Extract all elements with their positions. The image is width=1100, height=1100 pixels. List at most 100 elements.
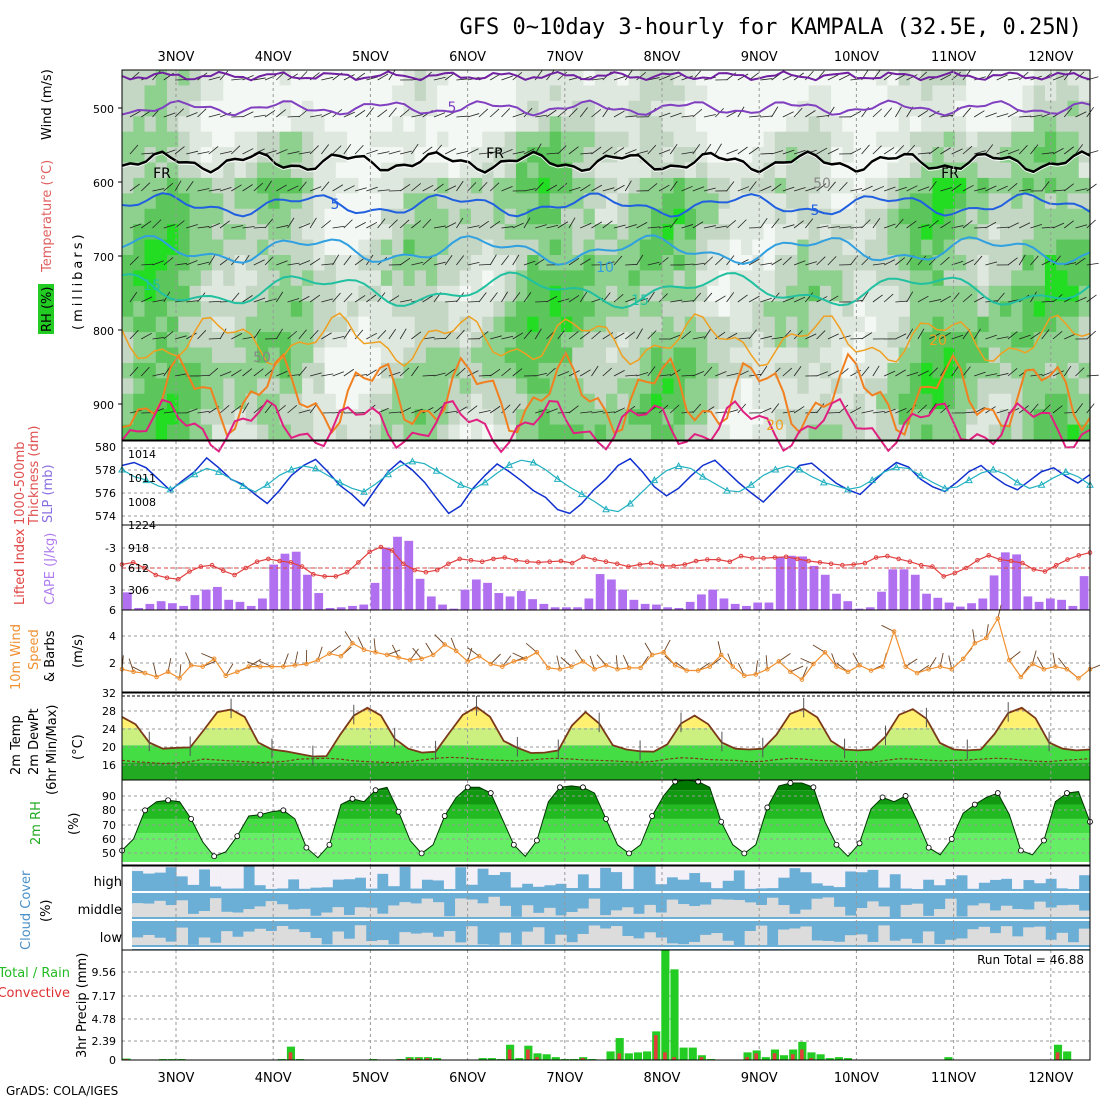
- wind10-speed-point: [903, 664, 908, 669]
- rh-cell: [1044, 270, 1057, 287]
- wind10-speed-point: [626, 665, 632, 671]
- wind-barb: [219, 404, 230, 414]
- cloud-high-gap: [911, 866, 924, 889]
- rh-cell: [1078, 224, 1091, 241]
- rh-cell: [392, 255, 404, 272]
- wind-barb: [332, 254, 340, 266]
- rh-cell: [876, 147, 888, 164]
- wind10-speed-point: [983, 635, 989, 641]
- rh-cell: [639, 393, 652, 410]
- rh-cell: [594, 85, 607, 102]
- wind-barb: [298, 295, 310, 303]
- rh-cell: [819, 116, 832, 133]
- wind-barb: [276, 260, 288, 266]
- cloud-low-label: low: [100, 931, 123, 946]
- wind-barb: [714, 143, 722, 155]
- wind-barb: [771, 403, 780, 414]
- rh-cell: [549, 224, 562, 241]
- wind-barb: [444, 254, 453, 266]
- rh-cell: [369, 70, 382, 87]
- precip-total-bar: [478, 1058, 487, 1060]
- rh-cell: [909, 85, 922, 102]
- cloud-gap: [321, 912, 333, 917]
- rh-cell: [921, 193, 934, 210]
- rh-cell: [696, 270, 708, 287]
- rh-cell: [459, 378, 472, 395]
- rh-cell: [707, 255, 720, 272]
- rh-cell: [1022, 316, 1035, 333]
- wind10-speed-point: [569, 664, 574, 669]
- rh-cell: [932, 424, 945, 441]
- rh-cell: [898, 270, 911, 287]
- rh-cell: [144, 332, 157, 349]
- cloud-gap: [922, 931, 935, 945]
- rh-cell: [853, 316, 866, 333]
- wind-barb: [658, 184, 670, 192]
- rh-cell: [763, 224, 776, 241]
- axis-tick-label: 6: [109, 604, 116, 617]
- rh-cell: [1067, 316, 1080, 333]
- pressure-panel-frame: [121, 440, 1091, 526]
- wind10-speed-point: [661, 650, 666, 655]
- rh-cell: [966, 147, 979, 164]
- rh-cell: [257, 393, 269, 410]
- rh-cell: [369, 147, 382, 164]
- wind-barb: [163, 365, 171, 377]
- lifted-index-point: [266, 556, 271, 562]
- rh-cell: [414, 70, 427, 87]
- rh-cell: [594, 424, 607, 441]
- rh-cell: [504, 116, 517, 133]
- wind-barb: [669, 218, 678, 229]
- wind-barb: [760, 153, 773, 155]
- rh-cell: [122, 100, 134, 117]
- rh-cell: [448, 100, 461, 117]
- wind10-speed-point: [972, 640, 978, 646]
- wind-barb: [726, 149, 738, 155]
- wind-barb: [658, 149, 671, 155]
- wind-barb: [264, 218, 274, 229]
- rh-cell: [954, 378, 967, 395]
- cloud-high-gap: [499, 866, 512, 873]
- temp-band: [122, 727, 1090, 746]
- rh-cell: [921, 224, 934, 241]
- cloud-high-gap: [276, 866, 289, 889]
- wind-barb: [568, 295, 580, 303]
- rh-cell: [808, 378, 821, 395]
- rh-cell: [414, 224, 427, 241]
- rh-cell: [797, 347, 810, 364]
- rh-cell: [189, 301, 202, 318]
- cape-bar: [910, 574, 920, 610]
- rh-cell: [268, 131, 281, 148]
- rh-cell: [606, 131, 618, 148]
- wind-barb: [231, 78, 244, 81]
- wind-barb: [501, 149, 513, 155]
- wind-barb: [1075, 188, 1088, 192]
- rh-cell: [527, 131, 540, 148]
- rh-cell: [887, 85, 900, 102]
- rh-cell: [347, 393, 359, 410]
- wind-barb: [906, 291, 914, 303]
- wind10-barb: [225, 663, 234, 676]
- wind-barb: [242, 148, 254, 155]
- wind-barb: [928, 181, 937, 192]
- rh-cell: [1011, 147, 1024, 164]
- wind-barb: [231, 333, 243, 340]
- rh-cell: [302, 100, 314, 117]
- wind10-speed-point: [557, 666, 563, 672]
- wind-barb: [580, 184, 591, 192]
- rh-cell: [898, 100, 911, 117]
- cloud-high-gap: [388, 866, 400, 887]
- rh-cell: [515, 393, 528, 410]
- thickness-point: [214, 467, 223, 475]
- rh-cell: [380, 116, 393, 133]
- cloud-gap: [455, 942, 467, 945]
- wind10-speed-point: [546, 665, 551, 671]
- rh-cell: [234, 177, 247, 194]
- wind-barb: [681, 300, 694, 303]
- lifted-index-point: [806, 558, 811, 564]
- rh-cell: [797, 208, 810, 225]
- wind-barb: [703, 292, 713, 303]
- rh-cell: [876, 116, 888, 133]
- rh-cell: [651, 239, 663, 256]
- wind-barb: [760, 407, 772, 414]
